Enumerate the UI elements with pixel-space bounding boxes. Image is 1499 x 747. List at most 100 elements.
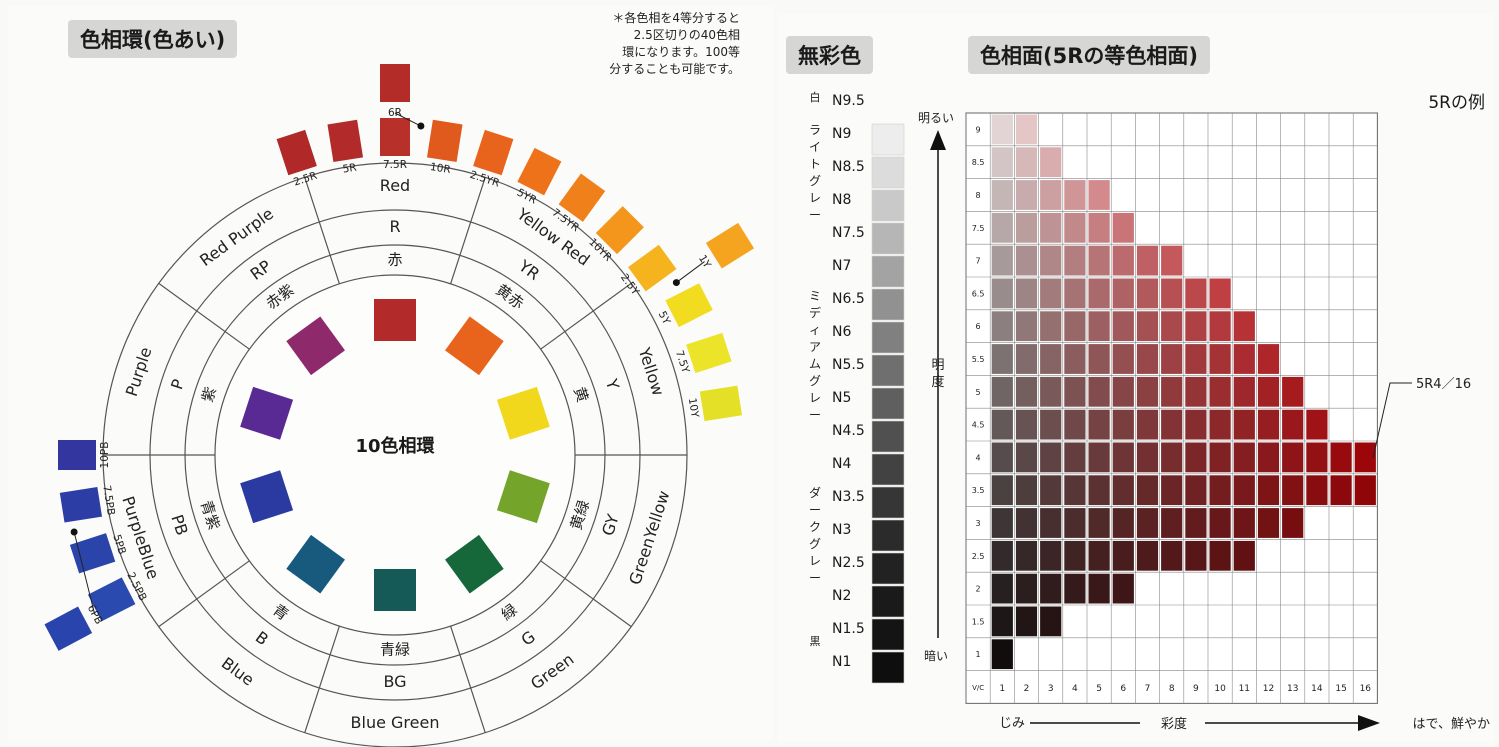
color-chip [991,147,1013,178]
vertical-char: レ [809,191,821,205]
color-chip [1040,376,1062,407]
color-chip [1257,409,1280,440]
color-chip [1015,409,1038,440]
vertical-char: ー [809,408,821,422]
color-chip [991,573,1013,604]
outer-chip-label: 10PB [99,442,111,469]
vertical-char: ダ [809,485,821,500]
color-chip [991,442,1013,473]
color-chip [1112,212,1134,243]
hue-circle-title: 色相環(色あい) [68,20,238,58]
color-chip [1257,376,1280,407]
color-chip [1015,212,1038,243]
color-chip [1015,114,1038,145]
color-chip [1088,573,1110,604]
outer-hue-chip [87,577,136,622]
color-chip [1015,508,1038,538]
vertical-char: ア [809,340,821,354]
value-tick: 7 [976,257,981,266]
vertical-char: ミ [809,289,821,303]
achromatic-title: 無彩色 [786,36,873,74]
color-chip [1040,475,1062,506]
hue-name-ja: 青緑 [380,641,410,659]
hue-name-en: Red [380,176,410,195]
outer-hue-chip [686,332,732,374]
gray-step-label: N2.5 [832,555,865,571]
color-chip [1209,278,1231,309]
color-chip [1015,344,1038,374]
color-chip [1282,442,1304,473]
dark-label: 暗い [924,648,948,663]
outer-hue-chip [699,385,743,422]
color-chip [1088,245,1110,276]
color-chip [1136,278,1159,309]
color-chip [1185,442,1207,473]
color-chip [1136,245,1159,276]
color-chip [1161,442,1183,473]
value-tick: 1 [976,650,981,659]
color-chip [1064,376,1086,407]
color-chip [1015,245,1038,276]
chroma-axis-arrow [1358,715,1380,731]
vertical-char: ー [809,571,821,585]
color-chip [1064,573,1086,604]
color-chip [1015,376,1038,407]
color-chip [1209,344,1231,374]
color-chip [1306,409,1328,440]
chroma-tick: 6 [1120,684,1126,694]
color-chip [991,180,1013,210]
color-chip [1136,540,1159,571]
gray-step-label: N5 [832,390,851,406]
color-chip [1354,442,1376,473]
vertical-char: レ [809,391,821,405]
color-chip [1136,311,1159,342]
color-chip [1040,606,1062,637]
color-chip [1209,311,1231,342]
chroma-tick: 3 [1048,684,1054,694]
value-tick: 3.5 [972,486,985,495]
hue-code: R [389,217,400,236]
color-chip [1354,475,1376,506]
color-chip [1015,147,1038,178]
color-chip [1040,212,1062,243]
color-chip [991,278,1013,309]
outer-chip-label: 5PB [110,533,128,556]
gray-step-label: N3.5 [832,489,865,505]
hue-name-ja: 赤 [387,251,402,269]
gray-swatch [871,585,905,618]
color-chip [1112,311,1134,342]
color-chip [1233,409,1255,440]
value-tick: 4 [976,453,981,462]
color-chip [1161,278,1183,309]
color-chip [1040,344,1062,374]
color-chip [1161,344,1183,374]
vertical-char: イ [809,140,821,154]
color-chip [1185,508,1207,538]
value-tick: 5.5 [972,355,985,364]
outer-hue-chip [380,118,410,156]
gray-swatch [871,651,905,684]
chroma-tick: 15 [1335,684,1346,694]
color-chip [1064,245,1086,276]
color-chip [1330,475,1352,506]
color-chip [1282,376,1304,407]
color-chip [1209,442,1231,473]
color-chip [1112,376,1134,407]
gray-step-label: N6 [832,324,851,340]
color-chip [1088,344,1110,374]
value-tick: 9 [976,125,981,134]
color-chip [1112,540,1134,571]
color-chip [1088,376,1110,407]
color-chip [1015,573,1038,604]
hue-name-ja: 黄 [570,385,592,405]
white-label: 白 [810,90,821,104]
hue-swatch [286,534,345,594]
gray-step-label: N1 [832,654,851,670]
color-chip [1233,475,1255,506]
color-chip [1209,475,1231,506]
example-label: 5Rの例 [1428,93,1485,113]
color-chip [1185,540,1207,571]
